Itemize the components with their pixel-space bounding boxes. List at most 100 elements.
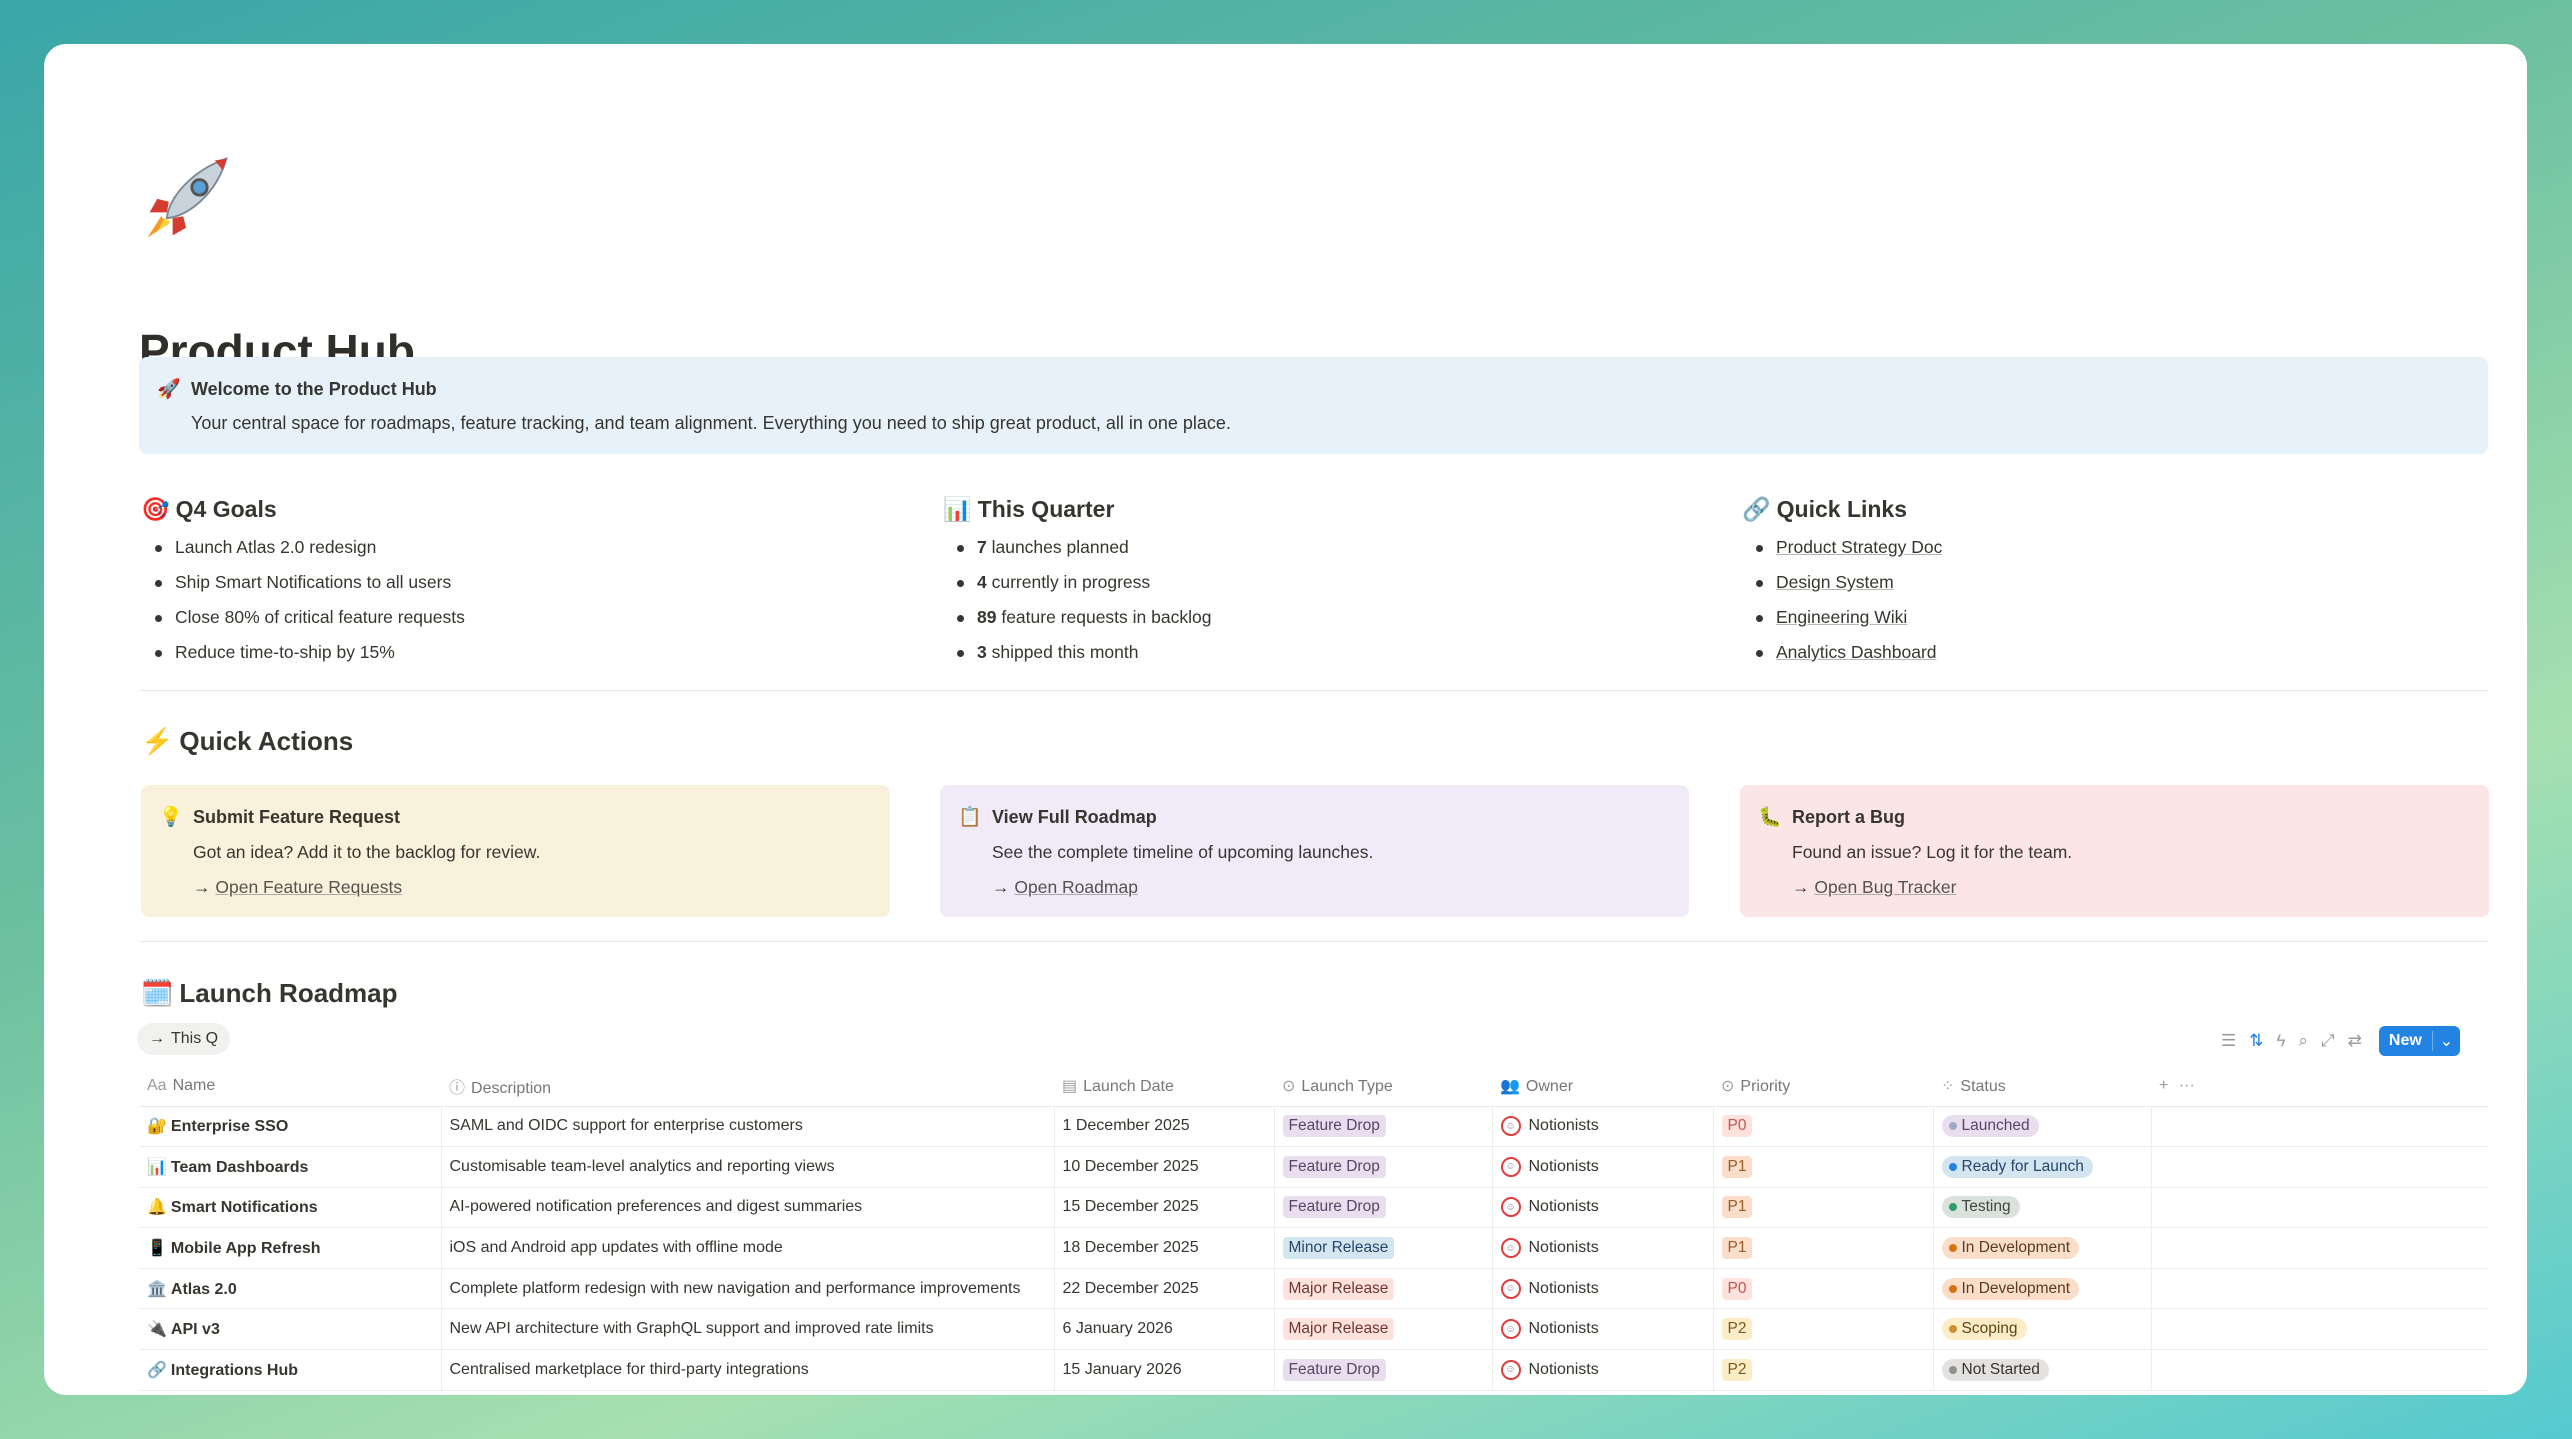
automation-lightning-icon[interactable]: ϟ <box>2276 1031 2286 1050</box>
cell-description[interactable]: Complete platform redesign with new navi… <box>441 1268 1055 1310</box>
cell-priority[interactable]: P1 <box>1713 1146 1934 1188</box>
card-link[interactable]: Open Roadmap <box>1014 877 1138 897</box>
link-product-strategy[interactable]: Product Strategy Doc <box>1776 537 1943 557</box>
column-header-owner[interactable]: 👥 Owner <box>1492 1066 1713 1107</box>
link-analytics-dashboard[interactable]: Analytics Dashboard <box>1776 642 1937 662</box>
filter-icon[interactable]: ☰ <box>2221 1031 2237 1050</box>
column-header-name[interactable]: Aa Name <box>139 1066 441 1107</box>
view-tab-this-q[interactable]: → This Q <box>137 1023 231 1055</box>
cell-launch-type[interactable]: Minor Release <box>1274 1227 1493 1269</box>
cell-name[interactable]: 🏛️ Atlas 2.0 <box>139 1268 442 1310</box>
avatar: ☺ <box>1500 1319 1521 1340</box>
search-icon[interactable]: ⌕ <box>2298 1031 2309 1050</box>
column-header-launch-date[interactable]: ▤ Launch Date <box>1054 1066 1274 1107</box>
quarter-item: 7 launches planned <box>957 537 1723 572</box>
cell-priority[interactable]: P1 <box>1713 1227 1934 1269</box>
priority-tag: P2 <box>1721 1318 1753 1341</box>
cell-owner[interactable]: ☺ Notionists <box>1492 1349 1714 1391</box>
table-row[interactable]: 🔌 API v3 New API architecture with GraphQ… <box>139 1308 2488 1351</box>
cell-priority[interactable]: P2 <box>1713 1308 1934 1351</box>
priority-tag: P1 <box>1721 1155 1753 1178</box>
cell-launch-type[interactable]: Feature Drop <box>1274 1349 1493 1391</box>
cell-owner[interactable]: ☺ Notionists <box>1492 1146 1714 1188</box>
cell-launch-type[interactable]: Major Release <box>1274 1268 1493 1310</box>
quick-action-card[interactable]: 💡 Submit Feature Request Got an idea? Ad… <box>141 785 890 917</box>
table-row[interactable]: 🔐 Enterprise SSO SAML and OIDC support fo… <box>139 1106 2488 1148</box>
cell-name[interactable]: 🔔 Smart Notifications <box>139 1187 442 1229</box>
cell-description[interactable]: Centralised marketplace for third-party … <box>441 1349 1055 1391</box>
settings-sliders-icon[interactable]: ⇄ <box>2347 1031 2362 1050</box>
sort-icon[interactable]: ⇅ <box>2249 1031 2264 1050</box>
cell-priority[interactable]: P1 <box>1713 1187 1934 1229</box>
cell-owner[interactable]: ☺ Notionists <box>1492 1227 1714 1269</box>
table-row[interactable]: 📊 Team Dashboards Customisable team-level… <box>139 1146 2488 1188</box>
cell-name[interactable]: 📊 Team Dashboards <box>139 1146 442 1188</box>
cell-name[interactable]: 🔗 Integrations Hub <box>139 1349 442 1391</box>
cell-status[interactable]: Testing <box>1933 1187 2152 1229</box>
cell-description[interactable]: AI-powered notification preferences and … <box>441 1187 1055 1229</box>
chevron-down-icon[interactable]: ⌄ <box>2431 1031 2460 1051</box>
cell-owner[interactable]: ☺ Notionists <box>1492 1106 1714 1148</box>
cell-status[interactable]: Launched <box>1933 1106 2152 1148</box>
link-design-system[interactable]: Design System <box>1776 572 1894 592</box>
card-icon: 📋 <box>958 807 982 828</box>
status-badge: Launched <box>1941 1115 2039 1138</box>
table-row[interactable]: 🔔 Smart Notifications AI-powered notifica… <box>139 1187 2488 1229</box>
new-button[interactable]: New ⌄ <box>2378 1026 2461 1056</box>
cell-priority[interactable]: P2 <box>1713 1349 1934 1391</box>
cell-owner[interactable]: ☺ Notionists <box>1492 1268 1714 1310</box>
cell-launch-date[interactable]: 15 January 2026 <box>1054 1349 1275 1391</box>
cell-name[interactable]: 📱 Mobile App Refresh <box>139 1227 442 1269</box>
cell-status[interactable]: In Development <box>1933 1227 2152 1269</box>
cell-description[interactable]: SAML and OIDC support for enterprise cus… <box>441 1106 1055 1148</box>
cell-owner[interactable]: ☺ Notionists <box>1492 1187 1714 1229</box>
cell-status[interactable]: Ready for Launch <box>1933 1146 2152 1188</box>
cell-name[interactable]: 🔌 API v3 <box>139 1308 442 1351</box>
cell-launch-date[interactable]: 15 December 2025 <box>1054 1187 1275 1229</box>
cell-launch-date[interactable]: 18 December 2025 <box>1054 1227 1275 1269</box>
cell-description[interactable]: Customisable team-level analytics and re… <box>441 1146 1055 1188</box>
link-engineering-wiki[interactable]: Engineering Wiki <box>1776 607 1908 627</box>
card-link[interactable]: Open Bug Tracker <box>1814 877 1957 897</box>
card-link[interactable]: Open Feature Requests <box>215 877 403 897</box>
calendar-icon: 🗓️ <box>141 978 174 1008</box>
quarter-item: 4 currently in progress <box>957 572 1723 607</box>
column-header-launch-type[interactable]: ⊙ Launch Type <box>1274 1066 1492 1107</box>
cell-priority[interactable]: P0 <box>1713 1106 1934 1148</box>
column-header-description[interactable]: ⓘ Description <box>441 1066 1054 1107</box>
cell-owner[interactable]: ☺ Notionists <box>1492 1308 1714 1351</box>
cell-launch-type[interactable]: Feature Drop <box>1274 1146 1493 1188</box>
cell-status[interactable]: Not Started <box>1933 1349 2152 1391</box>
expand-icon[interactable]: ⤢ <box>2321 1031 2335 1050</box>
cell-launch-type[interactable]: Feature Drop <box>1274 1187 1493 1229</box>
card-icon: 💡 <box>159 807 183 828</box>
cell-launch-date[interactable]: 1 December 2025 <box>1054 1106 1275 1148</box>
info-icon: ⓘ <box>449 1079 466 1097</box>
cell-status[interactable]: In Development <box>1933 1268 2152 1310</box>
cell-description[interactable]: iOS and Android app updates with offline… <box>441 1227 1055 1269</box>
quick-action-card[interactable]: 🐛 Report a Bug Found an issue? Log it fo… <box>1740 785 2489 917</box>
callout-text: Your central space for roadmaps, feature… <box>191 413 1231 433</box>
column-header-priority[interactable]: ⊙ Priority <box>1713 1066 1933 1107</box>
quick-action-card[interactable]: 📋 View Full Roadmap See the complete tim… <box>940 785 1689 917</box>
cell-description[interactable]: New API architecture with GraphQL suppor… <box>441 1308 1055 1351</box>
table-row[interactable]: 📱 Mobile App Refresh iOS and Android app … <box>139 1227 2488 1269</box>
table-row[interactable]: 🔗 Integrations Hub Centralised marketplac… <box>139 1349 2488 1391</box>
cell-launch-type[interactable]: Feature Drop <box>1274 1106 1493 1148</box>
cell-status[interactable]: Scoping <box>1933 1308 2152 1351</box>
cell-launch-date[interactable]: 10 December 2025 <box>1054 1146 1275 1188</box>
status-badge: In Development <box>1941 1237 2080 1260</box>
more-options-icon[interactable]: ··· <box>2178 1076 2195 1094</box>
cell-name[interactable]: 🔐 Enterprise SSO <box>139 1106 442 1148</box>
cell-launch-date[interactable]: 22 December 2025 <box>1054 1268 1275 1310</box>
table-row[interactable]: 🏛️ Atlas 2.0 Complete platform redesign w… <box>139 1268 2488 1310</box>
launch-type-tag: Feature Drop <box>1282 1155 1386 1178</box>
launch-type-tag: Minor Release <box>1282 1237 1395 1260</box>
text-type-icon: Aa <box>147 1076 167 1094</box>
cell-launch-type[interactable]: Major Release <box>1274 1308 1493 1351</box>
cell-launch-date[interactable]: 6 January 2026 <box>1054 1308 1275 1351</box>
add-column-icon[interactable]: + <box>2159 1076 2169 1094</box>
column-header-status[interactable]: ⁘ Status <box>1933 1066 2151 1107</box>
cell-priority[interactable]: P0 <box>1713 1268 1934 1310</box>
row-icon: 📊 <box>147 1158 167 1176</box>
